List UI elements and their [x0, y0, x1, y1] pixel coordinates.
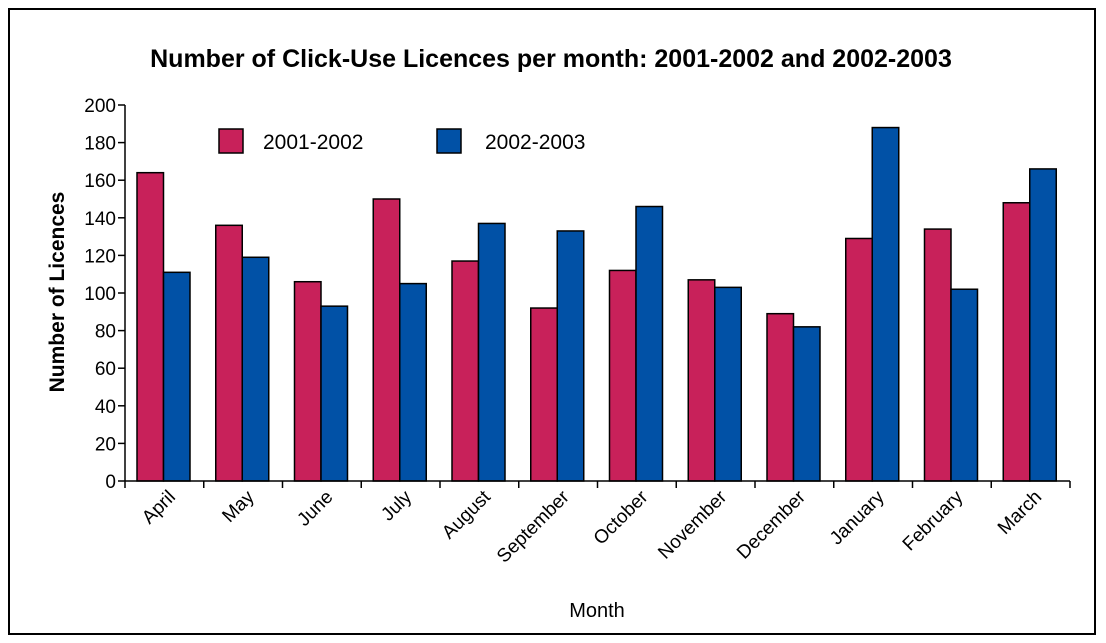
bar-2002-2003-march: [1029, 168, 1057, 482]
x-tick-label-december: December: [733, 486, 810, 563]
bar-2002-2003-august: [477, 222, 506, 482]
bar-2001-2002-july: [372, 198, 401, 482]
y-tick-label-160: 160: [84, 171, 116, 192]
x-tick-label-august: August: [438, 486, 495, 543]
bar-2001-2002-may: [215, 224, 243, 482]
y-axis-label: Number of Licences: [46, 192, 69, 393]
axes: [118, 104, 1071, 488]
x-tick-label-january: January: [826, 486, 889, 549]
y-tick-label-0: 0: [105, 472, 116, 493]
legend-label-2001-2002: 2001-2002: [263, 131, 363, 154]
x-tick-label-may: May: [218, 486, 259, 527]
x-tick-label-october: October: [590, 486, 653, 549]
legend-swatch-2002-2003: [436, 128, 462, 154]
x-tick-label-february: February: [899, 486, 968, 555]
y-tick-label-20: 20: [95, 434, 116, 455]
bar-2002-2003-september: [556, 230, 585, 482]
bar-2002-2003-may: [241, 256, 270, 482]
bar-2002-2003-december: [792, 326, 821, 482]
y-tick-label-100: 100: [84, 284, 116, 305]
y-tick-label-180: 180: [84, 134, 116, 155]
y-tick-label-60: 60: [95, 359, 116, 380]
bar-2002-2003-january: [871, 126, 900, 482]
bar-2002-2003-june: [320, 305, 349, 482]
bar-2001-2002-november: [687, 279, 716, 482]
x-tick-label-march: March: [994, 487, 1046, 539]
bar-2002-2003-october: [635, 205, 664, 482]
x-tick-label-april: April: [138, 487, 180, 529]
x-tick-label-june: June: [293, 487, 337, 531]
bar-2001-2002-april: [136, 171, 165, 482]
y-tick-label-80: 80: [95, 322, 116, 343]
y-tick-label-120: 120: [84, 246, 116, 267]
y-tick-label-200: 200: [84, 96, 116, 117]
bar-2001-2002-december: [766, 312, 795, 482]
bar-2001-2002-october: [608, 269, 637, 482]
x-axis-label: Month: [569, 600, 625, 622]
bars: [136, 126, 1057, 482]
bar-2001-2002-march: [1002, 202, 1031, 482]
bar-2002-2003-july: [399, 282, 427, 482]
y-tick-label-40: 40: [95, 397, 116, 418]
legend-label-2002-2003: 2002-2003: [485, 131, 585, 154]
bar-2001-2002-august: [451, 260, 480, 482]
bar-2001-2002-february: [923, 228, 952, 482]
legend: 2001-2002 2002-2003: [218, 128, 585, 154]
y-tick-label-140: 140: [84, 209, 116, 230]
chart-title: Number of Click-Use Licences per month: …: [150, 45, 952, 73]
legend-swatch-2001-2002: [218, 128, 244, 154]
y-tick-labels: 0 20 40 60 80 100 120 140 160 180 200: [84, 96, 116, 493]
bar-2002-2003-november: [714, 286, 742, 482]
x-tick-label-july: July: [377, 486, 416, 525]
bar-2002-2003-april: [162, 271, 191, 482]
bar-2001-2002-january: [845, 237, 873, 482]
x-tick-label-september: September: [493, 486, 574, 567]
bar-2001-2002-september: [530, 307, 558, 482]
x-tick-label-november: November: [654, 486, 731, 563]
bar-2002-2003-february: [950, 288, 979, 482]
bar-2001-2002-june: [293, 280, 322, 482]
